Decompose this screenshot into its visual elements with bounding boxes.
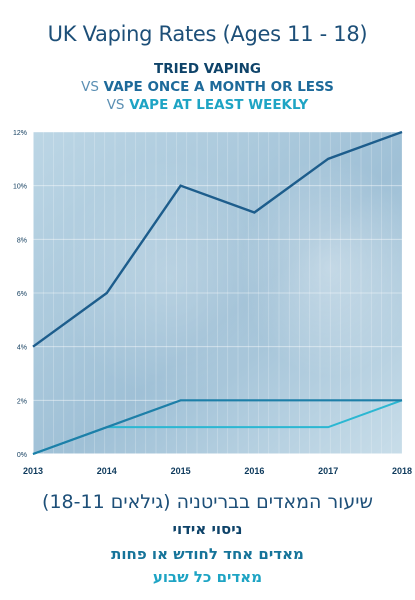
x-tick-label: 2015 bbox=[171, 466, 191, 476]
vs-label: VS bbox=[106, 97, 125, 113]
subtitle-weekly: VS VAPE AT LEAST WEEKLY bbox=[0, 96, 415, 114]
y-axis: 0% 2% 4% 6% 8% 10% 12% bbox=[13, 130, 27, 459]
y-tick-label: 4% bbox=[17, 345, 27, 352]
hebrew-title: שיעור המאדים בבריטניה (גילאים 18-11) bbox=[42, 491, 373, 513]
y-tick-label: 10% bbox=[13, 184, 27, 191]
hebrew-weekly: מאדים כל שבוע bbox=[152, 568, 263, 586]
y-tick-label: 2% bbox=[17, 398, 27, 405]
y-tick-label: 0% bbox=[17, 452, 27, 459]
vs-label: VS bbox=[81, 79, 99, 95]
x-tick-label: 2017 bbox=[318, 466, 338, 476]
line-chart: 0%2%4%6%8%10%12% 2013 2014 2015 2016 2017 201… bbox=[13, 130, 415, 476]
y-tick-label: 8% bbox=[17, 237, 27, 244]
subtitle-tried: TRIED VAPING bbox=[153, 61, 262, 77]
x-tick-label: 2014 bbox=[97, 466, 117, 476]
x-tick-label: 2016 bbox=[244, 466, 264, 476]
chart-title: UK Vaping Rates (Ages 11 - 18) bbox=[47, 22, 368, 46]
grid bbox=[32, 131, 403, 455]
hebrew-tried: ניסוי אידוי bbox=[172, 520, 243, 538]
y-tick-label: 12% bbox=[13, 130, 27, 137]
x-tick-label: 2018 bbox=[392, 466, 412, 476]
series-line-monthly bbox=[32, 399, 402, 456]
hebrew-monthly: מאדים אחד לחודש או פחות bbox=[111, 545, 304, 563]
series-line-tried bbox=[32, 130, 403, 348]
y-tick-label: 6% bbox=[17, 291, 27, 298]
subtitle-monthly-text: VAPE ONCE A MONTH OR LESS bbox=[103, 79, 334, 95]
background-photo-glow bbox=[240, 158, 415, 378]
series-lines bbox=[32, 130, 403, 456]
x-axis: 2013 2014 2015 2016 2017 2018 bbox=[23, 466, 412, 476]
subtitle-monthly: VS VAPE ONCE A MONTH OR LESS bbox=[0, 78, 415, 96]
x-tick-label: 2013 bbox=[23, 466, 43, 476]
background-photo-glow-2 bbox=[60, 158, 280, 398]
subtitle-weekly-text: VAPE AT LEAST WEEKLY bbox=[129, 97, 309, 113]
